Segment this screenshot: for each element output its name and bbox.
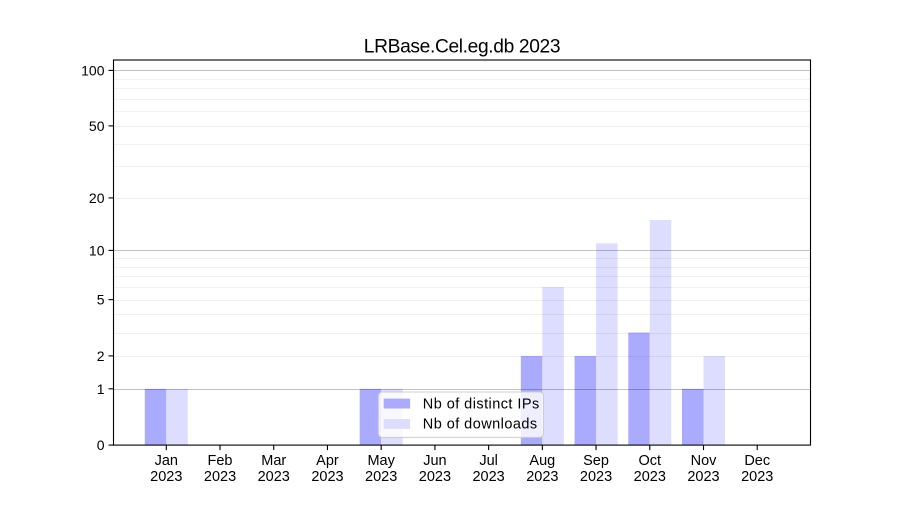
svg-text:Nov: Nov	[691, 453, 718, 469]
svg-text:Feb: Feb	[208, 453, 233, 469]
svg-text:Aug: Aug	[529, 453, 555, 469]
svg-text:Apr: Apr	[316, 453, 339, 469]
svg-text:Mar: Mar	[261, 453, 286, 469]
svg-text:50: 50	[89, 118, 105, 134]
svg-text:Nb of distinct IPs: Nb of distinct IPs	[423, 396, 540, 412]
svg-text:20: 20	[89, 190, 105, 206]
svg-text:May: May	[367, 453, 395, 469]
svg-text:2023: 2023	[526, 469, 558, 485]
svg-text:Sep: Sep	[583, 453, 609, 469]
svg-text:5: 5	[97, 292, 105, 308]
svg-text:2023: 2023	[150, 469, 182, 485]
svg-text:100: 100	[81, 62, 105, 78]
svg-text:Dec: Dec	[744, 453, 770, 469]
svg-text:10: 10	[89, 242, 105, 258]
svg-text:LRBase.Cel.eg.db 2023: LRBase.Cel.eg.db 2023	[364, 37, 560, 58]
svg-text:1: 1	[97, 381, 105, 397]
svg-text:2023: 2023	[580, 469, 612, 485]
svg-text:2: 2	[97, 348, 105, 364]
svg-text:Nb of downloads: Nb of downloads	[423, 417, 538, 433]
svg-text:2023: 2023	[687, 469, 719, 485]
svg-text:2023: 2023	[311, 469, 343, 485]
svg-text:2023: 2023	[204, 469, 236, 485]
svg-text:Jul: Jul	[479, 453, 498, 469]
svg-text:2023: 2023	[258, 469, 290, 485]
svg-text:2023: 2023	[419, 469, 451, 485]
svg-text:Jan: Jan	[155, 453, 178, 469]
svg-text:Oct: Oct	[638, 453, 661, 469]
svg-text:2023: 2023	[741, 469, 773, 485]
svg-text:2023: 2023	[365, 469, 397, 485]
svg-text:Jun: Jun	[423, 453, 446, 469]
svg-text:2023: 2023	[472, 469, 504, 485]
svg-text:2023: 2023	[634, 469, 666, 485]
svg-text:0: 0	[97, 437, 105, 453]
